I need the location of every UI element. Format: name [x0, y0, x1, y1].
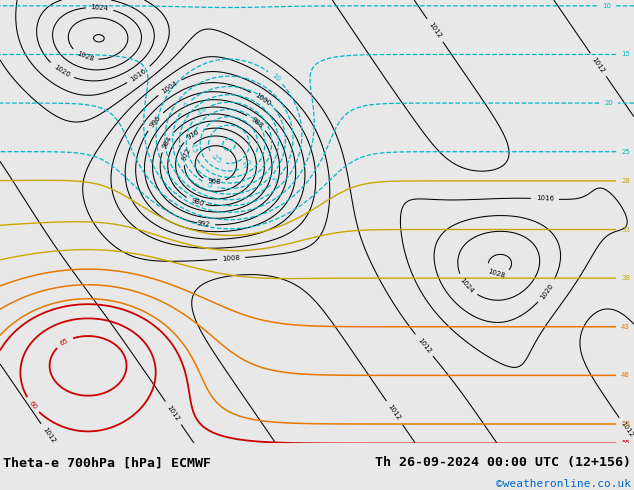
- Text: 33: 33: [621, 226, 630, 232]
- Text: 1028: 1028: [75, 50, 94, 63]
- Text: 972: 972: [181, 147, 192, 161]
- Text: 5: 5: [272, 176, 280, 184]
- Text: Th 26-09-2024 00:00 UTC (12+156): Th 26-09-2024 00:00 UTC (12+156): [375, 457, 631, 469]
- Text: 20: 20: [604, 100, 613, 106]
- Text: 10: 10: [602, 3, 611, 9]
- Text: 48: 48: [621, 372, 630, 378]
- Text: 65: 65: [59, 337, 70, 347]
- Text: -5: -5: [205, 181, 214, 189]
- Text: 1016: 1016: [130, 67, 148, 83]
- Text: 1004: 1004: [160, 79, 179, 95]
- Text: 1024: 1024: [459, 277, 475, 294]
- Text: 1020: 1020: [53, 64, 70, 78]
- Text: 38: 38: [621, 275, 630, 281]
- Text: -25: -25: [210, 153, 223, 165]
- Text: 1028: 1028: [487, 268, 505, 279]
- Text: -20: -20: [242, 158, 254, 170]
- Text: 1012: 1012: [591, 56, 606, 74]
- Text: ©weatheronline.co.uk: ©weatheronline.co.uk: [496, 479, 631, 489]
- Text: 984: 984: [161, 134, 173, 149]
- Text: 1016: 1016: [536, 196, 554, 202]
- Text: 43: 43: [621, 324, 630, 330]
- Text: 1012: 1012: [41, 426, 56, 444]
- Text: 992: 992: [197, 220, 210, 228]
- Text: Theta-e 700hPa [hPa] ECMWF: Theta-e 700hPa [hPa] ECMWF: [3, 457, 211, 469]
- Text: 55: 55: [621, 441, 630, 446]
- Text: 1012: 1012: [166, 404, 181, 422]
- Text: 1012: 1012: [427, 21, 443, 39]
- Text: 1012: 1012: [387, 404, 402, 422]
- Text: 1020: 1020: [540, 282, 555, 300]
- Text: 0: 0: [183, 101, 190, 109]
- Text: 976: 976: [186, 128, 200, 141]
- Text: 988: 988: [249, 116, 264, 129]
- Text: 1012: 1012: [416, 337, 432, 354]
- Text: 28: 28: [621, 178, 630, 184]
- Text: 1024: 1024: [91, 4, 109, 12]
- Text: 980: 980: [190, 197, 205, 207]
- Text: 1000: 1000: [254, 92, 272, 107]
- Text: -10: -10: [195, 105, 208, 117]
- Text: -15: -15: [190, 142, 197, 154]
- Text: 968: 968: [207, 178, 221, 185]
- Text: 996: 996: [148, 114, 162, 128]
- Text: 15: 15: [621, 51, 630, 57]
- Text: 1008: 1008: [222, 255, 240, 262]
- Text: 53: 53: [621, 421, 630, 427]
- Text: 10: 10: [270, 73, 281, 83]
- Text: 25: 25: [621, 148, 630, 155]
- Text: 1012: 1012: [619, 420, 634, 439]
- Text: 60: 60: [27, 399, 37, 410]
